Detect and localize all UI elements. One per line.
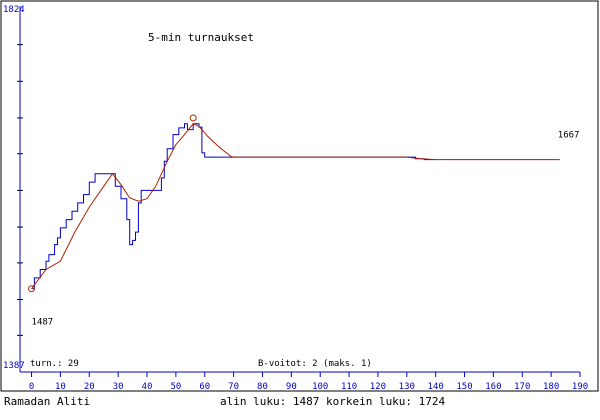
footer-min-max: alin luku: 1487 korkein luku: 1724 [220, 395, 446, 408]
marker-label-0: 1487 [32, 318, 54, 328]
x-tick-label-160: 160 [485, 382, 501, 392]
markers-group: 1487 1667 [28, 114, 580, 328]
x-tick-label-40: 40 [142, 382, 153, 392]
series-group [31, 123, 560, 290]
marker-0 [28, 285, 36, 293]
chart-title: 5-min turnaukset [148, 31, 254, 44]
y-top-label: 1824 [3, 5, 25, 15]
x-tick-label-140: 140 [428, 382, 444, 392]
x-tick-label-100: 100 [312, 382, 328, 392]
series-line-0 [31, 123, 436, 290]
info-turns: turn.: 29 [30, 359, 79, 369]
x-tick-label-10: 10 [55, 382, 66, 392]
x-tick-label-30: 30 [113, 382, 124, 392]
x-tick-label-190: 190 [572, 382, 588, 392]
x-tick-label-150: 150 [456, 382, 472, 392]
x-tick-label-180: 180 [543, 382, 559, 392]
y-bottom-label: 1387 [3, 361, 25, 371]
x-tick-label-170: 170 [514, 382, 530, 392]
series-line-1 [31, 123, 560, 290]
x-tick-label-130: 130 [399, 382, 415, 392]
end-rating-label: 1667 [558, 131, 580, 141]
x-tick-label-120: 120 [370, 382, 386, 392]
chart-border [0, 0, 599, 392]
x-axis-ticks: 0 10 20 30 40 50 60 70 80 90 100 110 120 130 140 150 160… [29, 372, 588, 392]
x-tick-label-80: 80 [257, 382, 268, 392]
x-tick-label-70: 70 [228, 382, 239, 392]
x-tick-label-60: 60 [199, 382, 210, 392]
x-tick-label-110: 110 [341, 382, 357, 392]
x-tick-label-50: 50 [170, 382, 181, 392]
x-tick-label-90: 90 [286, 382, 297, 392]
x-tick-label-0: 0 [29, 382, 34, 392]
info-b-wins: B-voitot: 2 (maks. 1) [258, 359, 372, 369]
footer-player-name: Ramadan Aliti [4, 395, 90, 408]
marker-1 [189, 114, 197, 122]
x-tick-label-20: 20 [84, 382, 95, 392]
